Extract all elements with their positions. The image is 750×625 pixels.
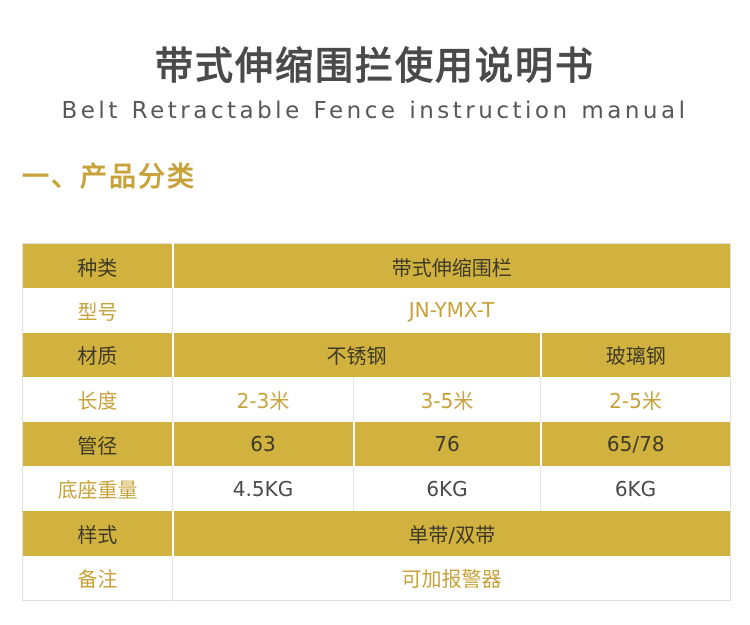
row-label: 备注 [22,555,173,601]
table-row: 型号 JN-YMX-T [22,288,731,333]
cell-value: 可加报警器 [172,555,731,601]
table-row: 底座重量 4.5KG 6KG 6KG [22,466,731,512]
cell-value: 单带/双带 [171,511,731,556]
cell-value: 63 [171,421,354,467]
cell-value: 3-5米 [353,377,541,422]
cell-value: 65/78 [539,421,731,467]
table-row: 材质 不锈钢 玻璃钢 [22,332,731,378]
table-row: 备注 可加报警器 [22,555,731,601]
cell-value: 2-3米 [172,377,354,422]
row-label: 型号 [22,288,173,333]
table-row: 种类 带式伸缩围栏 [22,243,731,289]
row-label: 底座重量 [22,466,173,512]
page-title: 带式伸缩围拦使用说明书 [154,44,595,88]
cell-value: 带式伸缩围栏 [171,243,731,289]
row-label: 材质 [22,332,173,378]
row-label: 管径 [22,421,173,467]
table-row: 管径 63 76 65/78 [22,421,731,467]
cell-value: 76 [352,421,541,467]
cell-value: 2-5米 [540,377,731,422]
page-subtitle: Belt Retractable Fence instruction manua… [61,98,689,124]
cell-value: 玻璃钢 [539,332,731,378]
cell-value: 4.5KG [172,466,354,512]
row-label: 长度 [22,377,173,422]
table-row: 长度 2-3米 3-5米 2-5米 [22,377,731,422]
row-label: 种类 [22,243,173,289]
cell-value: 6KG [353,466,541,512]
cell-value: 不锈钢 [171,332,541,378]
table-row: 样式 单带/双带 [22,511,731,556]
cell-value: JN-YMX-T [172,288,731,333]
spec-table-body: 种类 带式伸缩围栏 型号 JN-YMX-T 材质 不锈钢 玻璃钢 长度 2-3米 3-5米 2-5米… [22,243,731,601]
section-heading: 一、产品分类 [22,162,196,193]
row-label: 样式 [22,511,173,556]
cell-value: 6KG [540,466,731,512]
spec-table: 种类 带式伸缩围栏 型号 JN-YMX-T 材质 不锈钢 玻璃钢 长度 2-3米 3-5米 2-5米… [22,243,731,601]
